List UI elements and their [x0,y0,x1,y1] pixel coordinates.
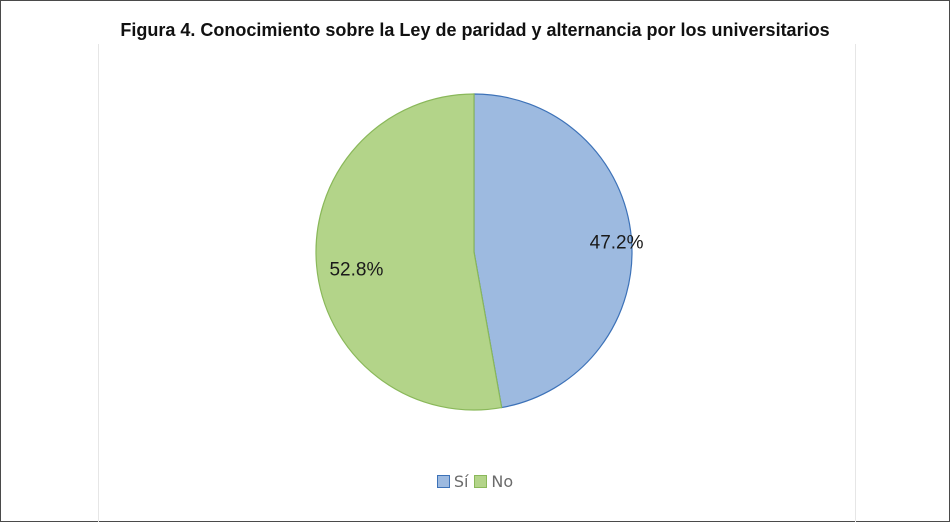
legend: Sí No [0,472,950,491]
chart-title: Figura 4. Conocimiento sobre la Ley de p… [120,20,830,40]
legend-item-no: No [474,472,513,491]
pie-slice-si [473,93,633,409]
data-label-no: 52.8% [329,260,383,281]
legend-item-si: Sí [436,472,469,491]
legend-label-no: No [491,472,514,491]
legend-swatch-no [474,475,488,488]
legend-swatch-si [436,475,450,488]
pie-slice-no [315,93,503,411]
data-label-si: 47.2% [590,232,644,253]
plot-area [98,44,856,522]
legend-label-si: Sí [453,472,469,491]
